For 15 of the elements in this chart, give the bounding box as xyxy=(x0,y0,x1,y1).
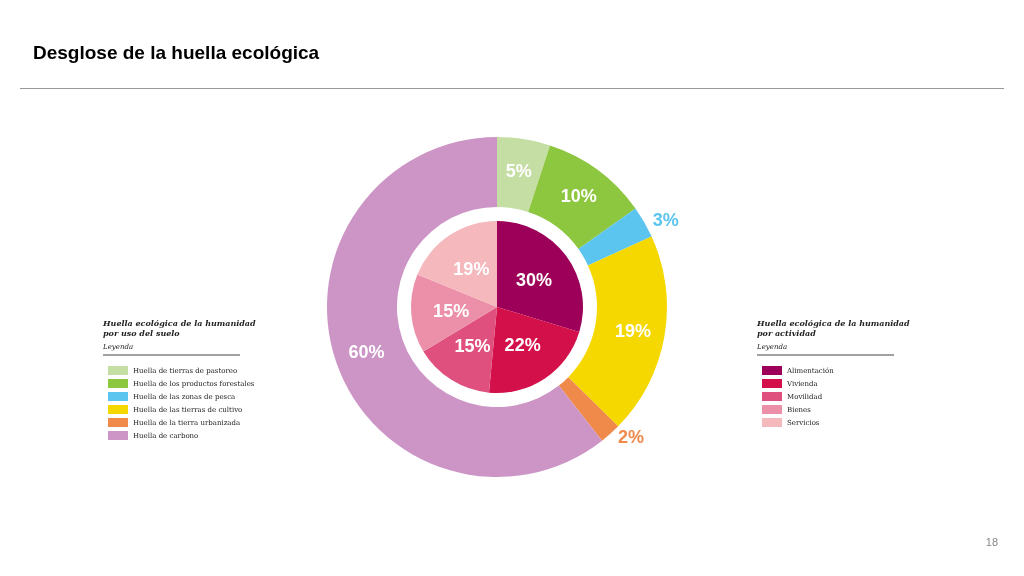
data-label: 19% xyxy=(614,320,651,341)
data-label: 10% xyxy=(560,185,597,206)
data-label: 15% xyxy=(454,335,491,356)
data-label: 22% xyxy=(504,335,541,356)
chart-title: Desglose de la huella ecológica xyxy=(33,42,320,63)
legend-title: Huella ecológica de la humanidad por actividad xyxy=(756,318,913,338)
data-label: 2% xyxy=(618,426,645,447)
data-label: 5% xyxy=(505,160,532,181)
text: 18 xyxy=(985,535,999,548)
data-label: 30% xyxy=(515,269,552,290)
data-label: 3% xyxy=(652,210,679,230)
data-label: 15% xyxy=(433,300,470,321)
legend-title: Huella ecológica de la humanidad por uso del suelo xyxy=(102,318,259,338)
data-label: 19% xyxy=(453,258,490,279)
data-label: 60% xyxy=(348,342,385,363)
